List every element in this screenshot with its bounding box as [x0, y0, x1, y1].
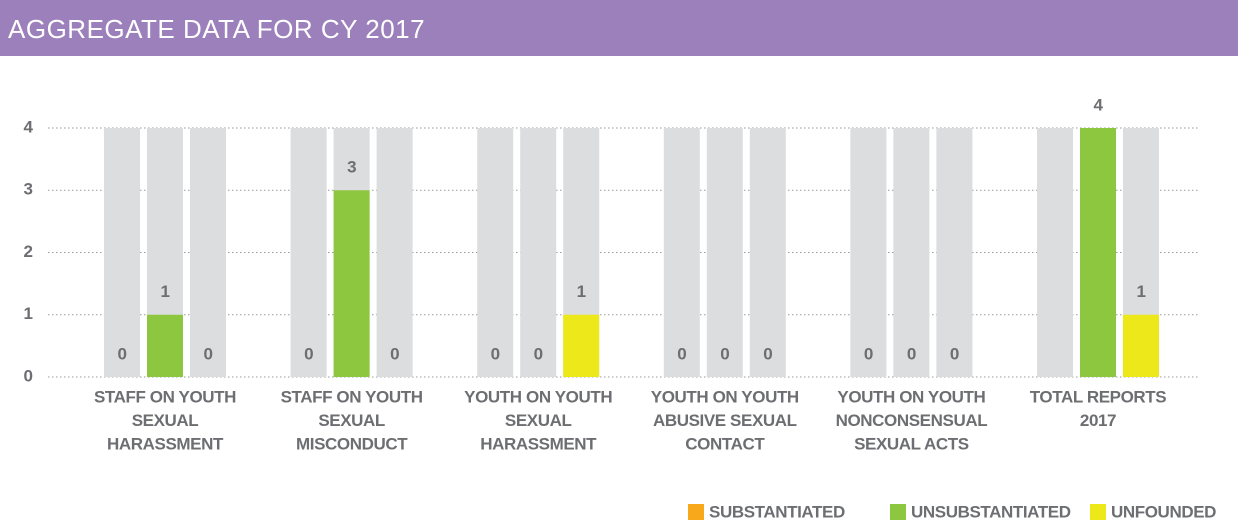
bar-background: [706, 128, 743, 377]
legend-label: UNFOUNDED: [1111, 502, 1216, 521]
x-tick-label: NONCONSENSUAL: [836, 411, 988, 430]
x-tick-label: CONTACT: [685, 434, 765, 453]
x-tick-label: 2017: [1080, 411, 1116, 430]
bar: [333, 190, 370, 377]
value-label: 0: [304, 344, 313, 363]
value-label: 4: [1093, 95, 1103, 114]
x-tick-label: TOTAL REPORTS: [1030, 387, 1167, 406]
legend-label: SUBSTANTIATED: [709, 502, 845, 521]
x-tick-label: YOUTH ON YOUTH: [651, 387, 799, 406]
value-label: 0: [491, 344, 500, 363]
value-label: 1: [160, 282, 169, 301]
bar: [1123, 314, 1159, 377]
value-label: 0: [950, 344, 959, 363]
x-tick-label: SEXUAL ACTS: [854, 434, 969, 453]
value-label: 3: [347, 158, 356, 177]
x-tick-label: MISCONDUCT: [296, 434, 408, 453]
x-tick-label: STAFF ON YOUTH: [94, 387, 236, 406]
x-tick-label: HARASSMENT: [480, 434, 597, 453]
x-tick-label: YOUTH ON YOUTH: [837, 387, 985, 406]
bar: [147, 314, 183, 377]
bar-background: [376, 128, 413, 377]
bar-background: [1037, 128, 1073, 377]
value-label: 0: [677, 344, 686, 363]
bar-background: [290, 128, 327, 377]
value-label: 0: [534, 344, 543, 363]
value-label: 0: [907, 344, 916, 363]
legend-swatch: [1090, 504, 1106, 520]
value-label: 0: [203, 344, 212, 363]
bar-background: [520, 128, 557, 377]
bar-background: [104, 128, 140, 377]
value-label: 0: [117, 344, 126, 363]
bar: [563, 314, 600, 377]
y-tick-label: 3: [23, 180, 32, 199]
x-tick-label: YOUTH ON YOUTH: [464, 387, 612, 406]
x-tick-label: HARASSMENT: [107, 434, 224, 453]
x-tick-label: SEXUAL: [505, 411, 572, 430]
x-tick-label: SEXUAL: [132, 411, 199, 430]
x-tick-label: SEXUAL: [318, 411, 385, 430]
value-label: 1: [577, 282, 586, 301]
bar-background: [749, 128, 786, 377]
y-tick-label: 0: [23, 366, 32, 385]
legend-swatch: [890, 504, 906, 520]
legend-swatch: [688, 504, 704, 520]
y-tick-label: 2: [23, 242, 32, 261]
bar-background: [190, 128, 226, 377]
value-label: 0: [763, 344, 772, 363]
value-label: 0: [720, 344, 729, 363]
title-bar: [0, 0, 1238, 56]
bar-background: [850, 128, 887, 377]
bar-background: [936, 128, 973, 377]
bar-background: [477, 128, 514, 377]
chart-title: AGGREGATE DATA FOR CY 2017: [8, 14, 425, 44]
bar-background: [893, 128, 930, 377]
value-label: 0: [390, 344, 399, 363]
value-label: 1: [1136, 282, 1145, 301]
x-tick-label: ABUSIVE SEXUAL: [653, 411, 797, 430]
legend-label: UNSUBSTANTIATED: [911, 502, 1071, 521]
value-label: 0: [864, 344, 873, 363]
bar-background: [663, 128, 700, 377]
y-tick-label: 1: [23, 304, 32, 323]
bar: [1080, 128, 1116, 377]
y-tick-label: 4: [23, 117, 33, 136]
x-tick-label: STAFF ON YOUTH: [281, 387, 423, 406]
